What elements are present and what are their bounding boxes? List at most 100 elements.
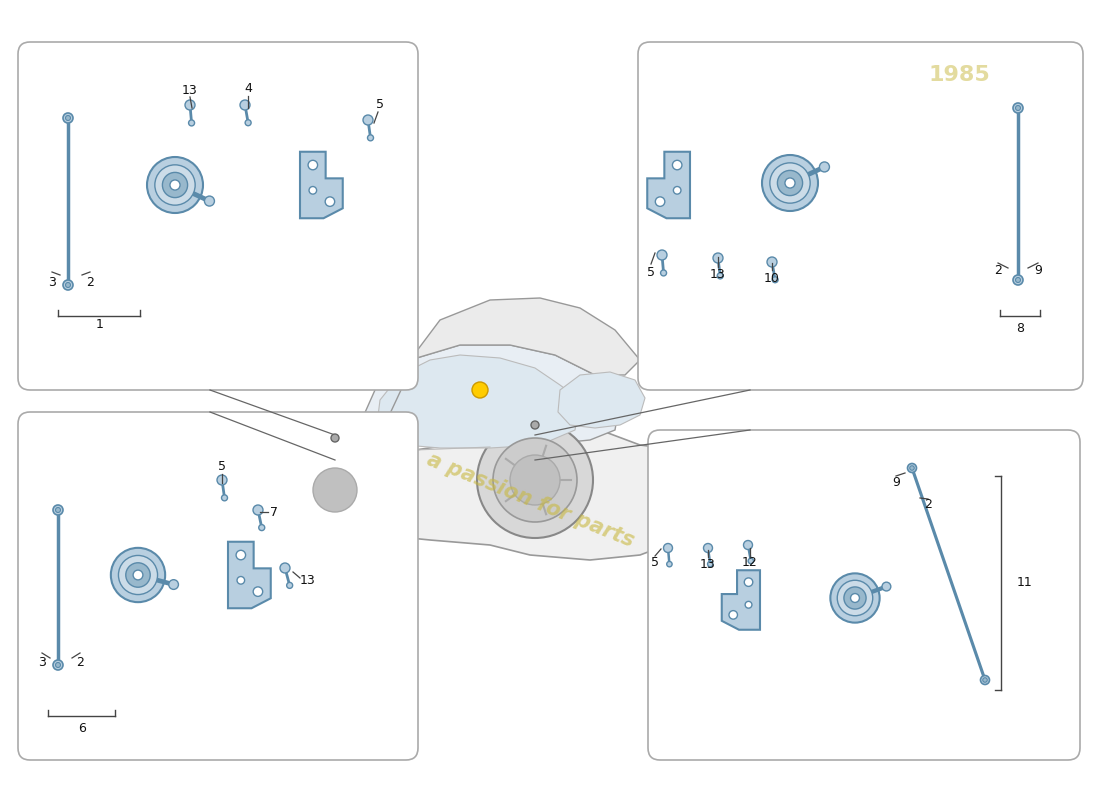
Text: 13: 13 [183,83,198,97]
Polygon shape [255,405,700,560]
Text: 13: 13 [300,574,316,586]
Circle shape [820,162,829,172]
Circle shape [314,468,358,512]
Circle shape [910,466,914,470]
Circle shape [850,594,859,602]
FancyBboxPatch shape [18,412,418,760]
Text: 12: 12 [742,555,758,569]
Circle shape [367,135,374,141]
Circle shape [66,282,70,287]
Circle shape [770,163,811,203]
Circle shape [205,196,214,206]
Circle shape [472,382,488,398]
Circle shape [762,155,818,211]
Circle shape [837,580,872,616]
Polygon shape [722,570,760,630]
Circle shape [778,170,803,196]
Polygon shape [647,152,690,218]
Circle shape [168,580,178,590]
Circle shape [283,438,387,542]
Text: 2: 2 [76,655,84,669]
Circle shape [882,582,891,591]
Text: 10: 10 [764,271,780,285]
Polygon shape [228,542,271,608]
Circle shape [717,273,723,279]
Text: 6: 6 [78,722,86,734]
Circle shape [748,558,754,564]
Circle shape [785,178,795,188]
Circle shape [63,113,73,123]
Circle shape [707,562,713,566]
Circle shape [240,100,250,110]
Circle shape [236,577,244,584]
Text: 5: 5 [376,98,384,111]
Circle shape [745,578,752,586]
Circle shape [477,422,593,538]
Circle shape [125,562,151,587]
Circle shape [236,550,245,560]
Text: 4: 4 [244,82,252,94]
Circle shape [133,570,143,580]
Circle shape [53,505,63,515]
Circle shape [63,280,73,290]
Polygon shape [375,355,580,448]
Circle shape [163,172,188,198]
Circle shape [663,543,672,553]
Circle shape [729,610,737,619]
Circle shape [170,180,180,190]
Circle shape [1015,106,1021,110]
Polygon shape [410,298,640,375]
Circle shape [147,157,204,213]
Text: 1: 1 [96,318,103,331]
Text: 11: 11 [1018,577,1033,590]
Circle shape [155,165,195,205]
Text: a passion for parts: a passion for parts [424,450,637,550]
Circle shape [221,495,228,501]
Circle shape [1013,103,1023,113]
Polygon shape [260,415,415,500]
Circle shape [767,257,777,267]
Circle shape [326,197,334,206]
Text: 7: 7 [270,506,278,518]
Text: 8: 8 [1016,322,1024,334]
Circle shape [656,197,664,206]
Text: 5: 5 [218,459,226,473]
Circle shape [673,186,681,194]
Circle shape [744,541,752,550]
FancyBboxPatch shape [18,42,418,390]
Circle shape [253,587,263,596]
Circle shape [510,455,560,505]
Circle shape [55,507,60,513]
Circle shape [258,525,265,530]
Circle shape [66,115,70,121]
Circle shape [772,277,778,282]
Circle shape [1013,275,1023,285]
Circle shape [185,100,195,110]
Text: 3: 3 [39,655,46,669]
Circle shape [119,555,157,594]
Circle shape [661,270,667,276]
Circle shape [980,675,990,685]
Text: 5: 5 [651,557,659,570]
Circle shape [713,253,723,263]
Text: 1985: 1985 [928,65,990,85]
Circle shape [982,678,988,682]
FancyBboxPatch shape [638,42,1084,390]
Text: 3: 3 [48,275,56,289]
Text: 13: 13 [700,558,716,570]
Circle shape [331,434,339,442]
Circle shape [309,186,317,194]
Circle shape [493,438,578,522]
Circle shape [53,660,63,670]
Circle shape [217,475,227,485]
Circle shape [1015,278,1021,282]
Circle shape [704,543,713,553]
Circle shape [908,463,916,473]
Circle shape [188,120,195,126]
Polygon shape [355,345,620,445]
Circle shape [531,421,539,429]
Circle shape [253,505,263,515]
Text: 2: 2 [924,498,932,511]
Text: 5: 5 [647,266,654,278]
Polygon shape [300,152,343,218]
